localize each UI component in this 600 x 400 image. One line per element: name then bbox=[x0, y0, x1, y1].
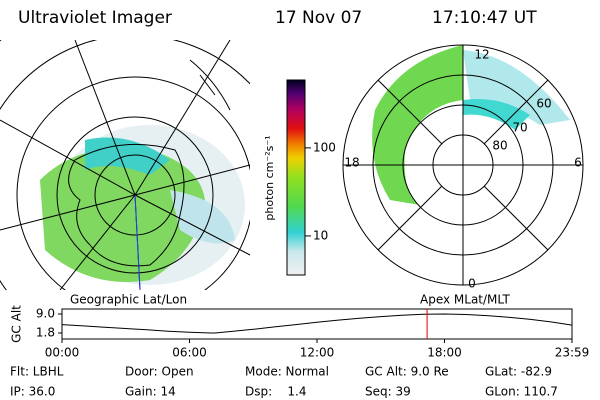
mlt-label: 12 bbox=[474, 48, 489, 62]
left-map bbox=[0, 40, 250, 290]
y-tick-label: 1.8 bbox=[36, 326, 55, 340]
colorbar-tick-label: 100 bbox=[313, 140, 336, 154]
altitude-line bbox=[61, 313, 573, 334]
status-field: Dsp: 1.4 bbox=[245, 385, 307, 399]
colorbar-label: photon cm⁻²s⁻¹ bbox=[263, 135, 276, 220]
date: 17 Nov 07 bbox=[275, 8, 362, 28]
status-field: Seq: 39 bbox=[365, 385, 411, 399]
timeline-ylabel: GC Alt bbox=[10, 305, 24, 343]
time: 17:10:47 UT bbox=[432, 8, 537, 28]
title: Ultraviolet Imager bbox=[18, 8, 172, 28]
x-tick-label: 12:00 bbox=[300, 346, 335, 360]
lat-label: 70 bbox=[512, 121, 527, 135]
x-tick-label: 00:00 bbox=[45, 346, 80, 360]
mlt-label: 0 bbox=[468, 277, 476, 291]
mlt-label: 6 bbox=[574, 156, 582, 170]
x-tick-label: 23:59 bbox=[555, 346, 590, 360]
y-tick-label: 9.0 bbox=[36, 307, 55, 321]
map-label: Apex MLat/MLT bbox=[420, 293, 510, 307]
status-field: GLon: 110.7 bbox=[485, 385, 558, 399]
status-field: GC Alt: 9.0 Re bbox=[365, 365, 449, 379]
status-field: IP: 36.0 bbox=[10, 385, 55, 399]
x-tick-label: 06:00 bbox=[172, 346, 207, 360]
status-field: Door: Open bbox=[125, 365, 194, 379]
lat-label: 80 bbox=[492, 139, 507, 153]
colorbar-tick-label: 10 bbox=[313, 228, 328, 242]
status-field: GLat: -82.9 bbox=[485, 365, 552, 379]
status-field: Flt: LBHL bbox=[10, 365, 64, 379]
mlt-label: 18 bbox=[344, 156, 359, 170]
lat-label: 60 bbox=[536, 97, 551, 111]
right-grid bbox=[342, 44, 584, 286]
status-field: Mode: Normal bbox=[245, 365, 329, 379]
colorbar bbox=[286, 79, 306, 276]
status-field: Gain: 14 bbox=[125, 385, 176, 399]
timeline-frame bbox=[61, 308, 573, 340]
map-label: Geographic Lat/Lon bbox=[70, 293, 187, 307]
x-tick-label: 18:00 bbox=[427, 346, 462, 360]
